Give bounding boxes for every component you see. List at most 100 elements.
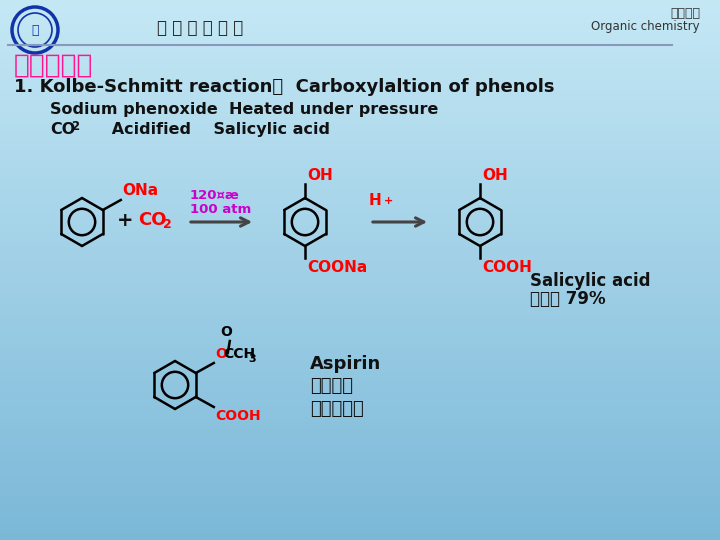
Bar: [0, 258, 720, 262]
Bar: [0, 237, 720, 240]
Bar: [0, 34, 720, 38]
Bar: [0, 488, 720, 491]
Bar: [0, 10, 720, 14]
Bar: [0, 288, 720, 292]
Bar: [0, 285, 720, 289]
Bar: [0, 477, 720, 481]
Bar: [0, 436, 720, 440]
Bar: [0, 53, 720, 57]
Bar: [0, 26, 720, 30]
Bar: [0, 507, 720, 510]
Bar: [0, 234, 720, 238]
Text: O: O: [215, 347, 227, 361]
Text: CO: CO: [138, 211, 166, 229]
Bar: [0, 18, 720, 22]
Bar: [0, 150, 720, 154]
Bar: [0, 315, 720, 319]
Bar: [0, 277, 720, 281]
Bar: [0, 56, 720, 59]
Bar: [0, 474, 720, 478]
Text: 120¤æ: 120¤æ: [190, 189, 240, 202]
Bar: [0, 525, 720, 529]
Bar: [0, 266, 720, 270]
Bar: [0, 536, 720, 540]
Bar: [0, 331, 720, 335]
Bar: [0, 66, 720, 70]
Text: 水杨酸 79%: 水杨酸 79%: [530, 290, 606, 308]
Bar: [0, 4, 720, 8]
Bar: [0, 75, 720, 78]
Bar: [0, 215, 720, 219]
Bar: [0, 274, 720, 278]
Bar: [0, 528, 720, 532]
Bar: [0, 102, 720, 105]
Bar: [0, 261, 720, 265]
Bar: [0, 431, 720, 435]
Bar: [0, 490, 720, 494]
Text: 补充反应：: 补充反应：: [14, 53, 94, 79]
Bar: [0, 226, 720, 230]
Bar: [0, 466, 720, 470]
Bar: [0, 501, 720, 505]
Bar: [0, 156, 720, 159]
Bar: [0, 458, 720, 462]
Bar: [0, 99, 720, 103]
Bar: [0, 382, 720, 386]
Bar: [0, 301, 720, 305]
Text: 乙酰水杨酸: 乙酰水杨酸: [310, 400, 364, 418]
Bar: [0, 118, 720, 122]
Bar: [0, 137, 720, 140]
Bar: [0, 399, 720, 402]
Bar: [0, 404, 720, 408]
Bar: [0, 299, 720, 302]
Bar: [0, 469, 720, 472]
Bar: [0, 504, 720, 508]
Bar: [0, 380, 720, 383]
Bar: [0, 363, 720, 367]
Bar: [0, 453, 720, 456]
Bar: [0, 223, 720, 227]
Bar: [0, 328, 720, 332]
Bar: [0, 199, 720, 202]
Bar: [0, 409, 720, 413]
Bar: [0, 207, 720, 211]
Bar: [0, 345, 720, 348]
Text: COOH: COOH: [482, 260, 532, 275]
Bar: [0, 282, 720, 286]
Bar: [0, 2, 720, 5]
Bar: [0, 115, 720, 119]
Bar: [0, 417, 720, 421]
Bar: [0, 134, 720, 138]
Bar: [0, 485, 720, 489]
Bar: [0, 493, 720, 497]
Bar: [0, 180, 720, 184]
Bar: [0, 531, 720, 535]
Bar: [0, 372, 720, 375]
Bar: [0, 7, 720, 11]
Text: OH: OH: [482, 168, 508, 183]
Bar: [0, 307, 720, 310]
Bar: [0, 228, 720, 232]
Bar: [0, 498, 720, 502]
Bar: [0, 0, 720, 3]
Bar: [0, 407, 720, 410]
Bar: [0, 161, 720, 165]
Text: 河 南 工 程 学 院: 河 南 工 程 学 院: [157, 19, 243, 37]
Text: ONa: ONa: [122, 183, 158, 198]
Bar: [0, 309, 720, 313]
Text: CCH: CCH: [222, 347, 255, 361]
Bar: [0, 523, 720, 526]
Bar: [0, 77, 720, 81]
Bar: [0, 428, 720, 432]
Bar: [0, 374, 720, 378]
Bar: [0, 15, 720, 19]
Bar: [0, 353, 720, 356]
Bar: [0, 420, 720, 424]
Bar: [0, 174, 720, 178]
Bar: [0, 412, 720, 416]
Bar: [0, 153, 720, 157]
Bar: [0, 396, 720, 400]
Bar: [0, 188, 720, 192]
Bar: [0, 242, 720, 246]
Text: 1. Kolbe-Schmitt reaction：  Carboxylaltion of phenols: 1. Kolbe-Schmitt reaction： Carboxylaltio…: [14, 78, 554, 96]
